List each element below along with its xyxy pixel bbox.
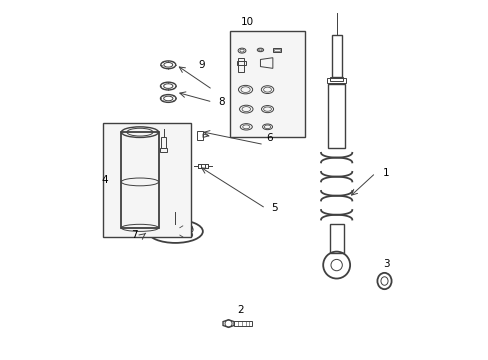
Bar	[234, 321, 251, 326]
Text: 5: 5	[270, 203, 277, 213]
Bar	[331, 35, 341, 77]
Bar	[197, 164, 208, 168]
Bar	[205, 164, 208, 168]
Bar	[161, 138, 165, 148]
Bar	[197, 131, 203, 140]
Text: 3: 3	[382, 258, 389, 269]
Bar	[121, 132, 158, 228]
Text: 2: 2	[237, 305, 244, 315]
Text: 6: 6	[265, 134, 272, 144]
Text: 4: 4	[101, 175, 108, 185]
Bar	[272, 48, 280, 52]
Text: 1: 1	[382, 168, 388, 178]
Bar	[238, 58, 244, 72]
Text: 8: 8	[218, 97, 224, 107]
Bar	[160, 148, 166, 152]
Bar	[102, 123, 191, 237]
Bar	[327, 84, 345, 148]
Bar	[329, 77, 343, 81]
Bar	[230, 31, 304, 138]
Bar	[197, 164, 201, 168]
Bar	[326, 78, 346, 82]
Text: 10: 10	[241, 17, 254, 27]
Bar	[329, 224, 343, 253]
Bar	[273, 49, 279, 51]
Text: 9: 9	[198, 60, 204, 70]
Bar	[237, 60, 245, 65]
Text: 7: 7	[131, 230, 137, 240]
